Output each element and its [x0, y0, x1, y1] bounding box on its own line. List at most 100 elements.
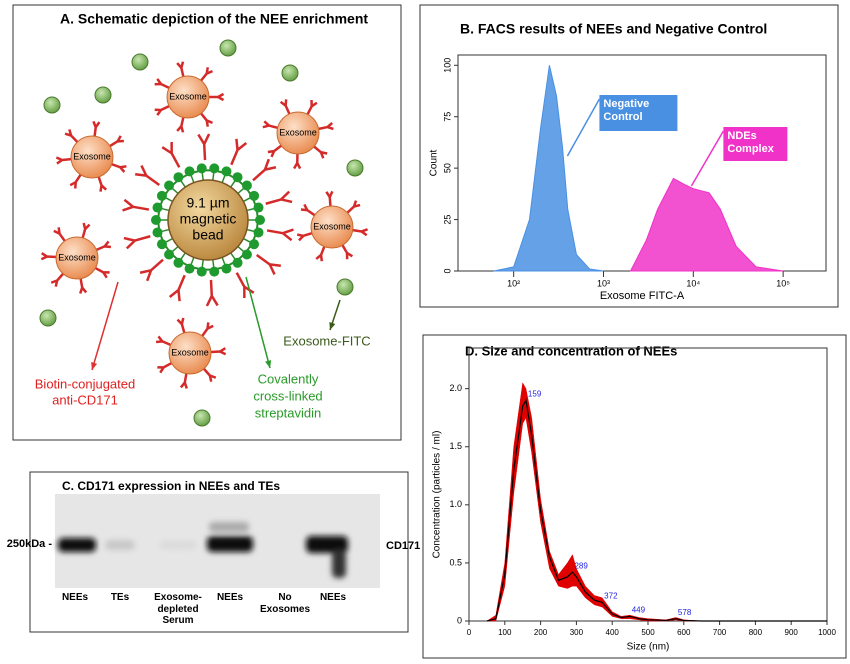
streptavidin: [196, 266, 207, 277]
lane-label: NEEs: [61, 592, 89, 603]
streptavidin-label: streptavidin: [255, 405, 321, 420]
x-tick-label: 700: [713, 628, 727, 637]
antibody: [318, 122, 334, 131]
y-tick-label: 0.5: [449, 557, 462, 567]
antibody: [55, 156, 72, 165]
exosome-label: Exosome: [58, 252, 96, 262]
y-tick-label: 25: [442, 215, 452, 225]
exosome: [55, 236, 99, 280]
streptavidin: [221, 166, 232, 177]
arrow-head: [329, 322, 336, 330]
fitc-label: Exosome-FITC: [283, 333, 370, 348]
exosome-label: Exosome: [73, 151, 111, 161]
lane-label-box: Exosome-depleted Serum: [154, 592, 202, 626]
antibody: [53, 227, 66, 242]
antibody: [296, 231, 313, 242]
fitc: [94, 86, 112, 104]
fitc: [193, 409, 211, 427]
band: [332, 550, 346, 578]
antibody: [69, 173, 82, 189]
antibody: [293, 153, 302, 170]
x-tick-label: 10⁴: [686, 278, 700, 288]
fitc: [219, 39, 237, 57]
band: [207, 536, 253, 552]
peak-label: 449: [632, 605, 646, 614]
streptavidin: [232, 172, 243, 183]
peak-label: 578: [678, 608, 692, 617]
y-tick-label: 0: [442, 268, 452, 273]
antibody: [325, 190, 334, 207]
x-tick-label: 600: [677, 628, 691, 637]
band: [209, 522, 249, 532]
lane-label-box: NEEs: [217, 592, 243, 603]
panel-title: A. Schematic depiction of the NEE enrich…: [60, 11, 368, 27]
arrow: [91, 281, 119, 371]
peak-label: 159: [528, 389, 542, 398]
lane-label: No Exosomes: [259, 592, 311, 615]
legend-pointer: [690, 130, 725, 187]
bead-label: bead: [192, 227, 223, 243]
protein-label: CD171: [386, 540, 420, 552]
antibody: [300, 203, 316, 217]
chart-d: 0 0.5 1.0 1.5 2.0 0 100 200 300 400 500 600 700 800 90…: [432, 347, 836, 653]
streptavidin: [249, 239, 260, 250]
antibody: [306, 99, 318, 115]
antibody: [279, 99, 291, 115]
arrow-head: [91, 362, 98, 370]
streptavidin-label: cross-linked: [253, 388, 322, 403]
streptavidin: [184, 166, 195, 177]
y-axis-label: Concentration (particles / ml): [432, 431, 443, 559]
lane-label: NEEs: [319, 592, 347, 603]
antibody: [139, 258, 164, 282]
antibody: [154, 78, 170, 90]
antibody: [265, 190, 293, 205]
antibody: [255, 254, 281, 276]
antibody: [176, 117, 185, 133]
arrow: [245, 276, 271, 369]
antibody: [94, 266, 110, 279]
streptavidin: [156, 239, 167, 250]
antibody: [79, 278, 88, 294]
streptavidin: [173, 257, 184, 268]
bead-label: magnetic: [180, 211, 237, 227]
streptavidin: [164, 180, 175, 191]
panel-d-frame: [422, 334, 847, 659]
antibody: [266, 228, 294, 242]
panel-b-frame: [419, 4, 839, 308]
x-tick-label: 0: [467, 628, 472, 637]
antibody: [210, 347, 227, 356]
antibody: [157, 361, 173, 374]
antibody: [92, 120, 101, 137]
x-tick-label: 400: [606, 628, 620, 637]
antibody: [230, 138, 248, 166]
y-tick-label: 100: [442, 58, 452, 73]
antibody: [313, 145, 328, 159]
lane-label-box: NEEs: [319, 592, 347, 603]
x-tick-label: 100: [498, 628, 512, 637]
antibody: [209, 92, 225, 102]
fitc: [281, 64, 299, 82]
streptavidin: [184, 263, 195, 274]
antibody: [315, 246, 326, 262]
antibody: [200, 112, 213, 127]
lanes: NEEs TEs Exosome-depleted Serum NEEs No Exos…: [61, 592, 347, 626]
bead: [167, 179, 249, 261]
streptavidin: [255, 215, 265, 225]
peak-label: 289: [574, 561, 588, 570]
streptavidin: [221, 263, 232, 274]
antibody: [40, 252, 57, 261]
exosome: [310, 205, 354, 249]
antibody: [176, 61, 185, 77]
streptavidin: [241, 180, 252, 191]
legend-box: [723, 127, 788, 161]
antibody: [155, 335, 172, 346]
antibody: [352, 228, 369, 237]
lane-label: Exosome-depleted Serum: [154, 592, 202, 626]
antibody: [262, 120, 278, 130]
area: [629, 177, 784, 272]
lane-label-box: TEs: [111, 592, 129, 603]
band: [58, 538, 96, 552]
antibody: [205, 279, 219, 307]
streptavidin: [209, 163, 220, 174]
band: [160, 541, 196, 549]
